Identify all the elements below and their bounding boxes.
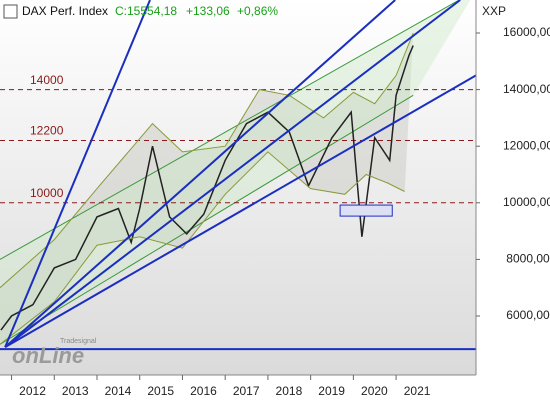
trendline xyxy=(4,0,151,348)
y-tick-label: 8000,00 xyxy=(506,252,550,266)
zone-box xyxy=(339,204,393,217)
level-label: 14000 xyxy=(30,73,64,87)
y-tick-label: 16000,00 xyxy=(503,25,550,39)
unit-label: XXP xyxy=(482,4,506,18)
y-tick-label: 6000,00 xyxy=(506,308,550,322)
trendline xyxy=(4,0,396,348)
band-line xyxy=(0,32,414,289)
chart-title: DAX Perf. Index xyxy=(22,4,108,18)
legend-icon xyxy=(3,4,18,19)
x-tick-label: 2018 xyxy=(276,384,303,398)
x-tick-label: 2013 xyxy=(62,384,89,398)
change-percent: +0,86% xyxy=(237,4,278,18)
trendline xyxy=(4,74,477,348)
x-tick-label: 2021 xyxy=(404,384,431,398)
x-tick-label: 2015 xyxy=(147,384,174,398)
axis-panel xyxy=(0,375,476,400)
band-fill xyxy=(0,32,414,345)
level-label: 10000 xyxy=(30,186,64,200)
last-price: C:15554,18 xyxy=(115,4,177,18)
axis-panel xyxy=(476,0,550,400)
channel-line xyxy=(0,94,414,345)
watermark: Tradesignal xyxy=(60,338,97,345)
watermark: onLine xyxy=(12,343,84,368)
x-tick-label: 2020 xyxy=(361,384,388,398)
change: +133,06 xyxy=(186,4,230,18)
x-tick-label: 2014 xyxy=(105,384,132,398)
trendline xyxy=(4,0,461,348)
y-tick-label: 10000,00 xyxy=(503,195,550,209)
x-tick-label: 2012 xyxy=(19,384,46,398)
y-tick-label: 14000,00 xyxy=(503,82,550,96)
level-label: 12200 xyxy=(30,124,64,138)
x-tick-label: 2017 xyxy=(233,384,260,398)
x-tick-label: 2016 xyxy=(190,384,217,398)
y-tick-label: 12000,00 xyxy=(503,138,550,152)
band-line xyxy=(0,151,405,345)
x-tick-label: 2019 xyxy=(318,384,345,398)
